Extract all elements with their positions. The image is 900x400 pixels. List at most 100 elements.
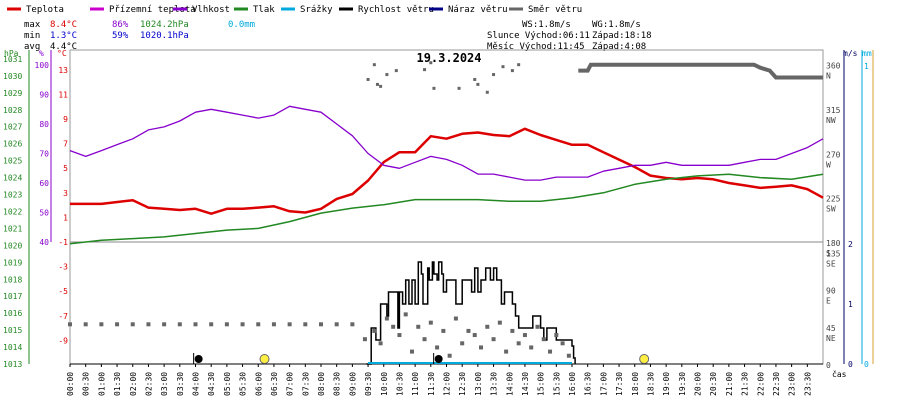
legend-label: Směr větru — [528, 5, 582, 15]
wind-dir-point — [379, 84, 383, 88]
x-tick-label: 06:30 — [270, 372, 279, 396]
ms-tick-label: 2 — [848, 240, 853, 249]
x-tick-label: 03:30 — [176, 372, 185, 396]
x-tick-label: 15:30 — [552, 372, 561, 396]
wind-dir-point — [372, 328, 377, 333]
x-tick-label: 13:00 — [474, 372, 483, 396]
wind-dir-point — [510, 69, 514, 73]
hpa-tick-label: 1015 — [3, 326, 22, 335]
wind-dir-point — [479, 345, 484, 350]
hpa-tick-label: 1020 — [3, 241, 22, 250]
hpa-tick-label: 1027 — [3, 123, 22, 132]
temp-tick-label: 7 — [63, 140, 68, 149]
wind-dir-point — [130, 322, 135, 327]
stats-panel: max 8.4°C 86% 1024.2hPa 0.0mm min 1.3°C … — [24, 20, 652, 52]
x-tick-label: 12:00 — [443, 372, 452, 396]
legend-label: Náraz větru — [448, 5, 508, 15]
stats-max-hum: 86% — [112, 20, 129, 30]
wind-dir-point — [391, 324, 396, 329]
wind-dir-point — [162, 322, 167, 327]
wind-dir-point — [378, 341, 383, 346]
x-tick-label: 02:30 — [144, 372, 153, 396]
x-tick-label: 19:00 — [662, 372, 671, 396]
wind-dir-compass-label: NW — [826, 116, 836, 125]
wind-dir-point — [472, 333, 477, 338]
wind-dir-tick-label: 135 — [826, 249, 841, 258]
hpa-tick-label: 1014 — [3, 343, 22, 352]
stats-avg-label: avg — [24, 42, 40, 52]
wind-dir-point — [240, 322, 245, 327]
stats-sun-set: Západ:18:18 — [592, 31, 652, 41]
hum-tick-label: 50 — [39, 209, 49, 218]
hpa-tick-label: 1024 — [3, 174, 22, 183]
wind-dir-point — [485, 90, 489, 94]
wind-dir-point — [319, 322, 323, 327]
series-wind-speed-line — [366, 261, 576, 365]
hum-tick-label: 70 — [39, 150, 49, 159]
x-tick-label: 11:30 — [427, 372, 436, 396]
wind-dir-compass-label: SE — [826, 259, 836, 268]
wind-dir-point — [447, 353, 452, 358]
ms-unit-label: m/s — [843, 49, 858, 58]
hpa-tick-label: 1019 — [3, 258, 22, 267]
wind-dir-point — [394, 69, 398, 73]
wind-dir-point — [409, 349, 414, 354]
stats-avg-temp: 4.4°C — [50, 42, 77, 52]
x-tick-label: 04:00 — [192, 372, 201, 396]
hum-tick-label: 100 — [35, 61, 50, 70]
stats-min-temp: 1.3°C — [50, 31, 77, 41]
stats-min-hum: 59% — [112, 31, 129, 41]
wind-dir-point — [535, 324, 540, 329]
wind-dir-point — [516, 341, 521, 346]
wind-dir-point — [224, 322, 229, 327]
stats-wg: WG:1.8m/s — [592, 20, 641, 30]
stats-moon-rise: Měsíc Východ:11:45 — [487, 42, 585, 52]
wind-dir-point — [473, 77, 477, 81]
x-tick-label: 01:00 — [97, 372, 106, 396]
temp-tick-label: 13 — [58, 66, 68, 75]
wind-dir-compass-label: N — [826, 72, 831, 81]
hum-tick-label: 80 — [39, 120, 49, 129]
series-vlhkost-line — [69, 105, 824, 181]
wind-dir-point — [256, 322, 261, 327]
hpa-tick-label: 1025 — [3, 157, 22, 166]
wind-dir-point — [287, 322, 292, 327]
sunset-icon — [639, 354, 650, 364]
wind-dir-point — [466, 328, 471, 333]
x-tick-label: 16:00 — [568, 372, 577, 396]
temp-tick-label: 11 — [58, 90, 68, 99]
wind-dir-point — [522, 333, 527, 338]
wind-dir-point — [99, 322, 104, 327]
wind-dir-point — [435, 345, 440, 350]
wind-dir-point — [422, 337, 427, 342]
temp-tick-label: -7 — [58, 312, 68, 321]
wind-dir-point — [460, 341, 465, 346]
wind-dir-compass-label: S — [826, 249, 831, 258]
plot-frame — [69, 49, 824, 365]
hpa-tick-label: 1013 — [3, 360, 22, 369]
chart-title: 19.3.2024 — [416, 51, 481, 65]
hum-tick-label: 90 — [39, 91, 49, 100]
temp-unit-label: °C — [57, 49, 67, 58]
wind-dir-compass-label: E — [826, 297, 831, 306]
legend-label: Teplota — [26, 5, 64, 15]
wind-dir-point — [554, 333, 559, 338]
hpa-tick-label: 1022 — [3, 207, 22, 216]
x-tick-label: 18:30 — [646, 372, 655, 396]
x-tick-label: 06:00 — [254, 372, 263, 396]
stats-min-label: min — [24, 31, 40, 41]
hpa-tick-label: 1026 — [3, 140, 22, 149]
x-tick-label: 19:30 — [678, 372, 687, 396]
legend-label: Tlak — [253, 5, 275, 15]
x-tick-label: 22:00 — [756, 372, 765, 396]
sunrise-icon — [259, 354, 270, 364]
ms-tick-label: 1 — [848, 300, 853, 309]
wind-dir-point — [560, 341, 565, 346]
temp-tick-label: -5 — [58, 287, 68, 296]
x-tick-label: 17:00 — [599, 372, 608, 396]
wind-dir-tick-label: 315 — [826, 106, 841, 115]
temp-tick-label: 3 — [63, 189, 68, 198]
wind-dir-point — [548, 349, 553, 354]
wind-dir-point — [491, 337, 496, 342]
